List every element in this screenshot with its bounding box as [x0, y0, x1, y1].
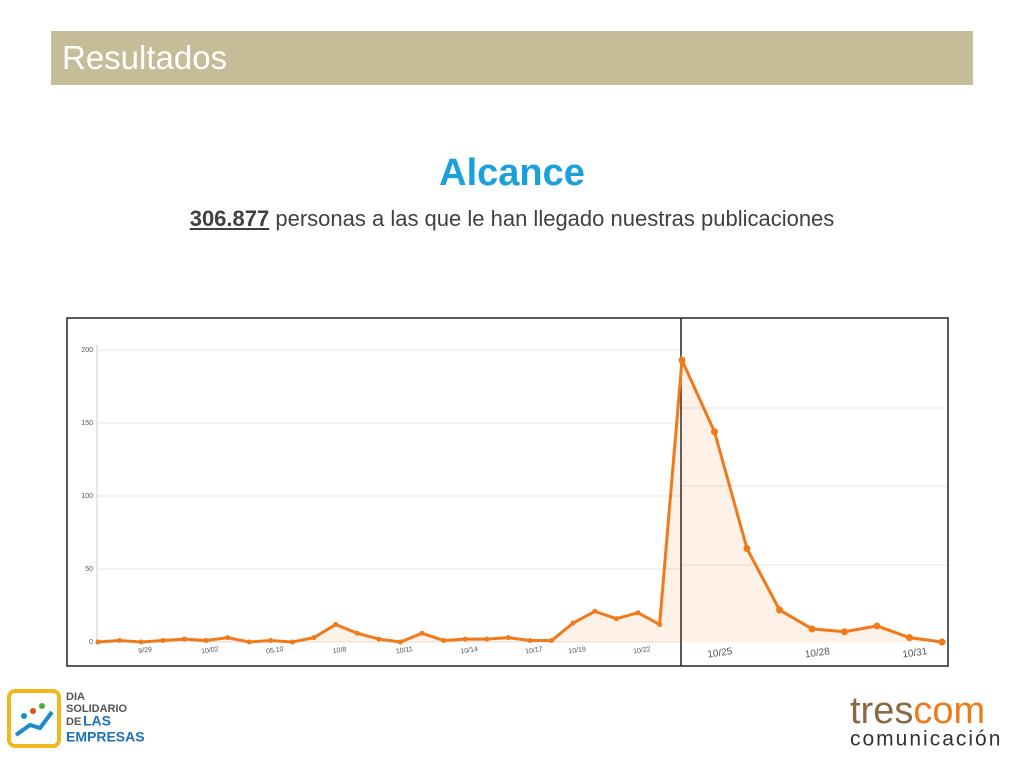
point	[203, 638, 209, 644]
x-tick-label: 10/28	[804, 646, 831, 660]
point	[613, 616, 619, 622]
frame	[66, 317, 949, 667]
logo-tagline: comunicación	[850, 728, 1002, 751]
x-tick-label: 10/25	[707, 646, 734, 660]
point	[311, 635, 317, 641]
point	[635, 610, 641, 616]
logo-text: DE	[66, 716, 81, 728]
point	[138, 639, 144, 645]
point	[333, 621, 339, 627]
point	[419, 630, 425, 636]
point	[181, 636, 187, 642]
point	[776, 606, 783, 614]
point	[570, 620, 576, 626]
point	[592, 608, 598, 614]
y-tick-label: 150	[81, 420, 93, 427]
x-tick-label: 10/8	[332, 646, 347, 655]
x-tick-label: 05.10	[266, 646, 284, 655]
point	[808, 625, 816, 633]
x-tick-label: 10/19	[568, 646, 586, 655]
logo-right: trescom	[850, 690, 985, 732]
point	[225, 635, 231, 641]
point	[873, 622, 881, 630]
point	[268, 638, 274, 644]
point	[354, 630, 360, 636]
logo-text: LAS	[83, 713, 111, 729]
point	[160, 638, 166, 644]
point	[527, 638, 533, 644]
logo-text: EMPRESAS	[66, 729, 145, 745]
y-tick-label: 100	[81, 493, 93, 500]
x-tick-label: 10/11	[396, 646, 414, 655]
point	[711, 428, 718, 436]
logo-left: DIA SOLIDARIO DE LAS EMPRESAS	[7, 689, 145, 748]
y-tick-label: 0	[89, 639, 93, 646]
point	[289, 639, 295, 645]
point	[397, 639, 403, 645]
x-tick-label: 9/29	[138, 646, 153, 655]
header: Resultados	[51, 31, 973, 85]
point	[678, 356, 686, 364]
right-grid	[682, 407, 947, 566]
area	[98, 360, 942, 642]
point	[505, 635, 511, 641]
y-tick-label: 50	[85, 566, 93, 573]
point	[117, 638, 123, 644]
x-tick-label: 10/22	[633, 646, 651, 655]
point	[657, 621, 663, 627]
point	[484, 636, 490, 642]
point	[441, 638, 447, 644]
point	[743, 545, 751, 553]
line	[97, 354, 943, 644]
point	[376, 636, 382, 642]
point	[841, 628, 848, 636]
logo-part: tres	[850, 690, 913, 732]
heading: Alcance	[439, 152, 585, 194]
x-tick-label: 10/31	[902, 646, 929, 660]
logo-text: SOLIDARIO	[66, 703, 128, 715]
point	[938, 638, 946, 646]
point	[906, 634, 913, 642]
logo-text: DIA	[66, 691, 85, 703]
subtitle: 306.877 personas a las que le han llegad…	[0, 206, 1024, 232]
point	[462, 636, 468, 642]
y-tick-label: 200	[81, 347, 93, 354]
point	[549, 638, 555, 644]
subtitle-text: personas a las que le han llegado nuestr…	[275, 206, 835, 231]
logo-part: com	[913, 690, 985, 732]
highlight: 306.877	[189, 206, 270, 231]
point	[95, 639, 101, 645]
x-tick-label: 10/17	[525, 646, 543, 655]
x-tick-label: 10/02	[201, 646, 219, 655]
point	[246, 639, 252, 645]
x-tick-label: 10/14	[460, 646, 478, 655]
